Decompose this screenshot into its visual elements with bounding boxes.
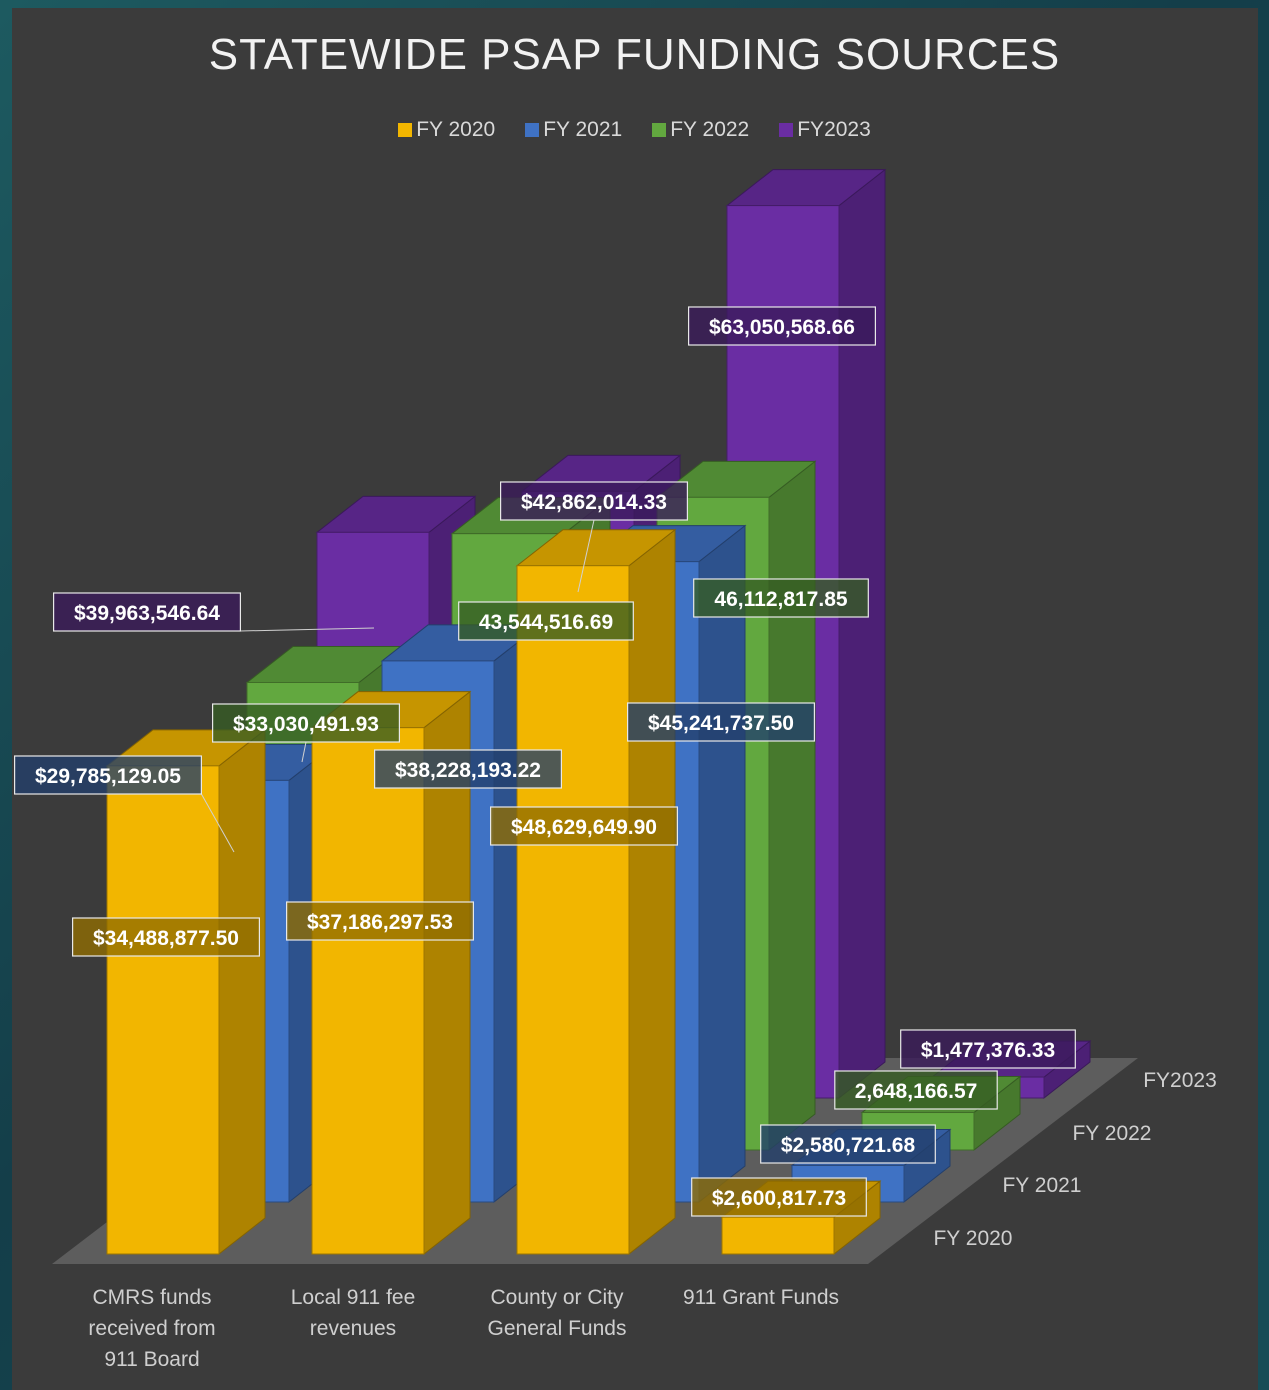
data-label-box	[693, 578, 869, 618]
data-label-text: $39,963,546.64	[74, 602, 220, 625]
data-label-box	[500, 481, 689, 521]
data-label: $39,963,546.64	[52, 592, 375, 632]
data-label-text: $45,241,737.50	[648, 712, 794, 735]
data-label-box	[14, 755, 203, 795]
data-label-box	[458, 601, 634, 641]
data-label-text: $37,186,297.53	[307, 911, 453, 934]
data-label-text: $48,629,649.90	[511, 816, 657, 839]
bar-front-face	[106, 765, 220, 1255]
bar-front-face	[311, 727, 425, 1255]
data-label: $34,488,877.50	[71, 917, 261, 957]
category-label-911-grant-funds: 911 Grant Funds	[666, 1282, 856, 1313]
data-label-box	[691, 1177, 867, 1217]
data-label-text: $29,785,129.05	[35, 765, 181, 788]
leader-line	[301, 741, 307, 763]
category-label-line: received from	[88, 1317, 216, 1340]
category-label-line: 911 Board	[104, 1348, 200, 1371]
bar-fy-2020-cmrs-funds-received-from-911-board	[105, 728, 267, 1256]
bar-fy-2020-local-911-fee-revenues	[310, 690, 472, 1256]
series-axis-label: FY2023	[1143, 1069, 1217, 1092]
data-label-text: $42,862,014.33	[521, 491, 667, 514]
data-label: $42,862,014.33	[500, 481, 689, 593]
data-label-text: $34,488,877.50	[93, 927, 239, 950]
data-label-text: $33,030,491.93	[233, 713, 379, 736]
data-label-text: $63,050,568.66	[709, 316, 855, 339]
data-label-text: $38,228,193.22	[395, 759, 541, 782]
legend-swatch	[652, 123, 667, 137]
category-label-line: CMRS funds	[92, 1286, 212, 1309]
chart-title: STATEWIDE PSAP FUNDING SOURCES	[208, 30, 1061, 79]
category-label-line: County or City	[490, 1286, 624, 1309]
legend-label: FY2023	[797, 118, 871, 141]
legend-label: FY 2021	[543, 118, 623, 141]
data-labels: $34,488,877.50 $37,186,297.53 $48,629,649.…	[14, 306, 1076, 1217]
legend-item-fy-2020: FY 2020	[398, 118, 495, 142]
category-label-line: revenues	[309, 1317, 397, 1340]
series-axis-label: FY 2021	[1002, 1174, 1081, 1197]
legend-label: FY 2020	[416, 118, 496, 141]
data-label: $48,629,649.90	[490, 806, 679, 846]
category-label-line: 911 Grant Funds	[682, 1286, 840, 1309]
data-label: $29,785,129.05	[14, 755, 235, 853]
bar-front-face	[721, 1216, 835, 1255]
data-label-box	[760, 1124, 936, 1164]
legend-item-fy2023: FY2023	[779, 118, 871, 142]
leader-line	[240, 627, 375, 632]
legend-swatch	[398, 123, 413, 137]
data-label-text: $2,580,721.68	[781, 1134, 916, 1157]
data-label: $2,600,817.73	[691, 1177, 867, 1217]
data-label-box	[900, 1029, 1076, 1069]
legend: FY 2020 FY 2021 FY 2022 FY2023	[0, 118, 1269, 142]
bar-side-face	[218, 728, 266, 1256]
data-label: $37,186,297.53	[286, 901, 475, 941]
leader-line	[200, 793, 235, 853]
data-label-box	[687, 306, 876, 346]
data-label: $38,228,193.22	[374, 749, 563, 789]
data-label-text: 2,648,166.57	[855, 1080, 978, 1103]
category-label-cmrs-funds-received-from-911-board: CMRS funds received from 911 Board	[57, 1282, 247, 1375]
bar-side-face	[628, 528, 676, 1256]
legend-item-fy-2021: FY 2021	[525, 118, 622, 142]
data-label: 46,112,817.85	[693, 578, 869, 618]
category-label-line: Local 911 fee	[290, 1286, 416, 1309]
data-label-text: $2,600,817.73	[712, 1187, 846, 1210]
data-label-box	[286, 901, 475, 941]
data-label-box	[374, 749, 563, 789]
legend-item-fy-2022: FY 2022	[652, 118, 749, 142]
series-axis-label: FY 2020	[933, 1227, 1012, 1250]
data-label: $33,030,491.93	[212, 703, 401, 763]
data-label-box	[834, 1070, 998, 1110]
data-label: 2,648,166.57	[834, 1070, 998, 1110]
data-label-text: 43,544,516.69	[479, 611, 613, 634]
leader-line	[577, 519, 595, 593]
bar-side-face	[698, 524, 746, 1204]
data-label-box	[71, 917, 261, 957]
legend-swatch	[525, 123, 540, 137]
data-label-text: $1,477,376.33	[921, 1039, 1055, 1062]
legend-label: FY 2022	[670, 118, 750, 141]
category-label-local-911-fee-revenues: Local 911 fee revenues	[258, 1282, 448, 1344]
data-label: $2,580,721.68	[760, 1124, 936, 1164]
data-label-box	[212, 703, 401, 743]
series-axis-label: FY 2022	[1072, 1122, 1151, 1145]
category-label-line: General Funds	[487, 1317, 627, 1340]
data-label-box	[490, 806, 679, 846]
data-label-box	[626, 702, 815, 742]
category-label-county-or-city-general-funds: County or City General Funds	[462, 1282, 652, 1344]
legend-swatch	[779, 123, 794, 137]
data-label: 43,544,516.69	[458, 601, 634, 641]
bar-side-face	[768, 460, 816, 1152]
data-label: $1,477,376.33	[900, 1029, 1076, 1069]
data-label: $63,050,568.66	[687, 306, 876, 346]
data-label-text: 46,112,817.85	[714, 588, 847, 611]
bar-front-face	[516, 565, 630, 1255]
data-label-box	[52, 592, 242, 632]
data-label: $45,241,737.50	[626, 702, 815, 742]
